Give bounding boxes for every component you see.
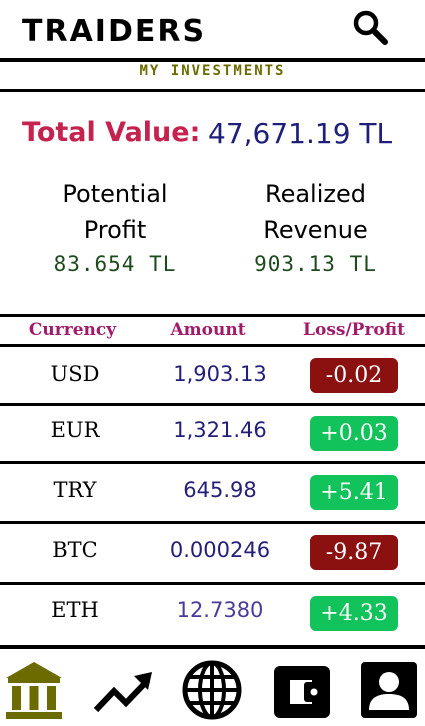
potential-profit-value: 83.654 TL xyxy=(53,252,177,276)
amount-cell: 12.7380 xyxy=(176,598,264,622)
header-divider xyxy=(0,58,425,62)
change-badge: +4.33 xyxy=(310,596,398,631)
table-header-divider xyxy=(0,344,425,347)
amount-cell: 645.98 xyxy=(183,478,257,502)
trend-icon[interactable] xyxy=(92,658,156,722)
bank-icon[interactable] xyxy=(2,658,66,722)
currency-cell: BTC xyxy=(52,538,98,562)
amount-cell: 0.000246 xyxy=(169,538,271,562)
account-icon[interactable] xyxy=(357,658,421,722)
app-header: TRAIDERS xyxy=(0,0,425,60)
search-icon[interactable] xyxy=(350,7,390,47)
table-row[interactable]: TRY 645.98 +5.41 xyxy=(0,464,425,522)
globe-icon[interactable] xyxy=(180,658,244,722)
amount-cell: 1,903.13 xyxy=(173,362,267,386)
currency-cell: TRY xyxy=(53,478,97,502)
amount-cell: 1,321.46 xyxy=(173,418,267,442)
realized-revenue-label-line1: Realized xyxy=(264,180,366,208)
row-divider xyxy=(0,582,425,585)
table-row[interactable]: ETH 12.7380 +4.33 xyxy=(0,585,425,643)
table-row[interactable]: BTC 0.000246 -9.87 xyxy=(0,524,425,582)
row-divider xyxy=(0,403,425,406)
total-value-amount: 47,671.19 TL xyxy=(208,117,393,150)
currency-cell: EUR xyxy=(50,418,100,442)
realized-revenue-stat: Realized Revenue 903.13 TL xyxy=(228,176,403,276)
total-value-label: Total Value: xyxy=(22,117,201,148)
realized-revenue-label-line2: Revenue xyxy=(263,216,368,244)
change-badge: -0.02 xyxy=(310,358,398,393)
app-title: TRAIDERS xyxy=(22,14,207,49)
change-badge: -9.87 xyxy=(310,535,398,570)
summary-divider xyxy=(0,314,425,317)
row-divider xyxy=(0,461,425,464)
change-badge: +5.41 xyxy=(310,475,398,510)
wallet-icon[interactable] xyxy=(270,658,334,722)
change-badge: +0.03 xyxy=(310,416,398,451)
potential-profit-stat: Potential Profit 83.654 TL xyxy=(30,176,200,276)
table-row[interactable]: EUR 1,321.46 +0.03 xyxy=(0,406,425,464)
row-divider xyxy=(0,521,425,524)
section-title: MY INVESTMENTS xyxy=(139,63,286,79)
realized-revenue-value: 903.13 TL xyxy=(254,252,377,276)
table-row[interactable]: USD 1,903.13 -0.02 xyxy=(0,347,425,405)
currency-cell: ETH xyxy=(51,598,99,622)
potential-profit-label-line2: Profit xyxy=(83,216,147,244)
currency-cell: USD xyxy=(50,362,100,386)
subtitle-divider xyxy=(0,89,425,92)
column-header-currency: Currency xyxy=(28,320,117,340)
column-header-loss-profit: Loss/Profit xyxy=(303,320,405,340)
column-header-amount: Amount xyxy=(170,320,246,340)
bottom-navigation xyxy=(0,650,425,726)
total-value-row: Total Value: 47,671.19 TL xyxy=(0,115,425,155)
potential-profit-label-line1: Potential xyxy=(62,180,168,208)
table-bottom-divider xyxy=(0,645,425,649)
